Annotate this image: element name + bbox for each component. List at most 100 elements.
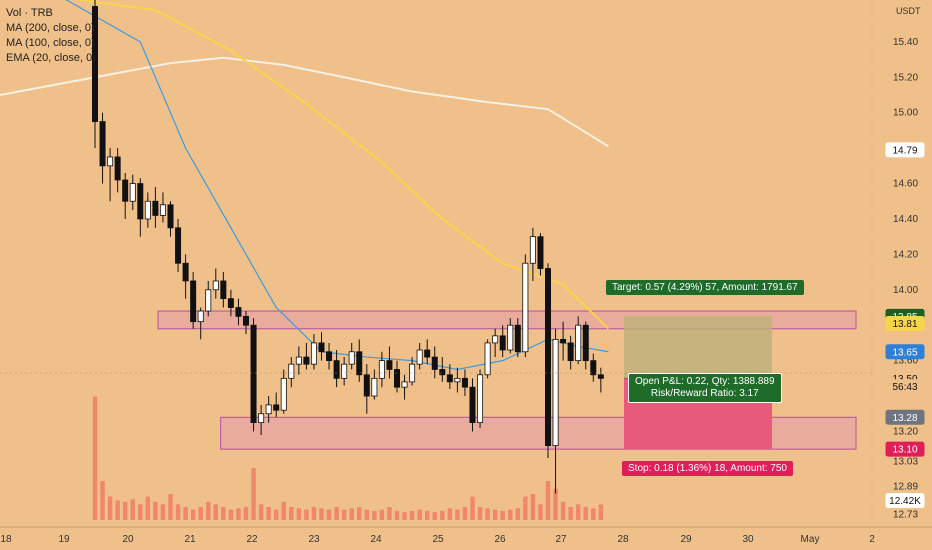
ma100-line bbox=[74, 0, 610, 330]
volume-bar bbox=[470, 496, 475, 520]
volume-bar bbox=[334, 507, 339, 520]
volume-bar bbox=[425, 510, 430, 520]
candle-body bbox=[363, 374, 370, 397]
volume-bar bbox=[274, 509, 279, 520]
candle-body bbox=[477, 374, 484, 424]
volume-bar bbox=[304, 509, 309, 520]
x-tick-label: 26 bbox=[494, 534, 506, 545]
candle-body bbox=[446, 374, 453, 383]
price-badge-label: 13.28 bbox=[892, 413, 917, 424]
volume-bar bbox=[281, 501, 286, 520]
candle-body bbox=[507, 324, 514, 351]
volume-bar bbox=[417, 509, 422, 520]
x-tick-label: 20 bbox=[122, 534, 134, 545]
y-tick-label: 14.00 bbox=[893, 285, 918, 296]
candle-body bbox=[341, 363, 348, 379]
volume-bar bbox=[583, 507, 588, 520]
candle-body bbox=[371, 377, 378, 397]
volume-bar bbox=[213, 504, 218, 520]
volume-bar bbox=[440, 510, 445, 520]
volume-bar bbox=[568, 507, 573, 520]
candle-body bbox=[439, 369, 446, 376]
candle-body bbox=[545, 268, 552, 447]
volume-bar bbox=[175, 504, 181, 520]
candle-body bbox=[242, 315, 249, 326]
candle-body bbox=[386, 360, 393, 370]
candle-body bbox=[220, 280, 227, 300]
candle-body bbox=[529, 236, 536, 264]
candle-body bbox=[560, 338, 567, 344]
volume-bar bbox=[387, 507, 392, 520]
price-badge-label: 56:43 bbox=[892, 382, 917, 393]
x-tick-label: 19 bbox=[58, 534, 70, 545]
candle-body bbox=[552, 338, 559, 447]
volume-bar bbox=[477, 507, 483, 520]
candle-body bbox=[167, 204, 174, 229]
y-tick-label: 13.20 bbox=[893, 426, 918, 437]
price-badge-label: 12.42K bbox=[889, 496, 921, 507]
candle-body bbox=[537, 236, 544, 269]
price-badge-label: 13.65 bbox=[892, 347, 917, 358]
volume-bar bbox=[598, 504, 604, 520]
x-tick-label: 30 bbox=[742, 534, 754, 545]
candle-body bbox=[333, 360, 340, 379]
volume-bar bbox=[289, 507, 294, 520]
volume-bar bbox=[92, 396, 98, 520]
volume-bar bbox=[357, 507, 362, 520]
target-zone bbox=[624, 316, 772, 379]
candle-body bbox=[265, 404, 272, 415]
volume-bar bbox=[236, 508, 241, 520]
price-badge bbox=[886, 379, 924, 394]
candle-body bbox=[310, 342, 317, 365]
volume-bar bbox=[508, 509, 513, 520]
candle-body bbox=[92, 6, 99, 122]
candle-body bbox=[567, 342, 574, 362]
x-tick-label: 25 bbox=[432, 534, 444, 545]
candle-body bbox=[416, 349, 423, 365]
volume-bar bbox=[349, 508, 354, 520]
candle-body bbox=[235, 307, 242, 317]
stop-label: Stop: 0.18 (1.36%) 18, Amount: 750 bbox=[622, 461, 793, 476]
price-badge bbox=[885, 493, 925, 509]
y-tick-label: 14.20 bbox=[893, 249, 918, 260]
candle-body bbox=[401, 381, 408, 388]
volume-bar bbox=[394, 510, 400, 520]
legend-symbol: Vol · TRB bbox=[6, 7, 53, 19]
candle-body bbox=[431, 356, 438, 370]
volume-bar bbox=[198, 507, 203, 520]
candle-body bbox=[514, 324, 521, 353]
candle-body bbox=[303, 356, 310, 365]
candle-body bbox=[175, 227, 182, 264]
pnl-label: Open P&L: 0.22, Qty: 1388.889 Risk/Rewar… bbox=[628, 373, 782, 403]
x-tick-label: 21 bbox=[184, 534, 196, 545]
candle-body bbox=[499, 335, 506, 351]
candle-body bbox=[318, 342, 325, 353]
y-tick-label: 14.40 bbox=[893, 214, 918, 225]
volume-bar bbox=[221, 507, 226, 520]
y-tick-label: 15.20 bbox=[893, 72, 918, 83]
y-tick-label: 12.73 bbox=[893, 510, 918, 521]
volume-bar bbox=[115, 500, 120, 520]
y-tick-label: 15.40 bbox=[893, 37, 918, 48]
rr-text: Risk/Reward Ratio: 3.17 bbox=[650, 388, 759, 399]
x-tick-label: 2 bbox=[869, 534, 875, 545]
candle-body bbox=[197, 310, 204, 323]
x-tick-label: May bbox=[801, 534, 820, 545]
candle-body bbox=[288, 363, 295, 379]
x-tick-label: 18 bbox=[0, 534, 12, 545]
chart-legend: Vol · TRB MA (200, close, 0) MA (100, cl… bbox=[6, 6, 96, 66]
volume-bar bbox=[492, 509, 498, 520]
y-tick-label: 13.60 bbox=[893, 356, 918, 367]
candle-body bbox=[144, 200, 151, 220]
price-badge bbox=[885, 315, 925, 331]
price-badge-label: 13.10 bbox=[892, 445, 917, 456]
volume-bar bbox=[409, 510, 415, 520]
volume-bar bbox=[500, 510, 505, 520]
candle-body bbox=[114, 156, 121, 181]
price-badge-label: 13.81 bbox=[892, 319, 917, 330]
candle-body bbox=[461, 377, 468, 388]
volume-bar bbox=[183, 507, 188, 520]
target-label: Target: 0.57 (4.29%) 57, Amount: 1791.67 bbox=[606, 280, 804, 295]
volume-bar bbox=[107, 496, 113, 520]
